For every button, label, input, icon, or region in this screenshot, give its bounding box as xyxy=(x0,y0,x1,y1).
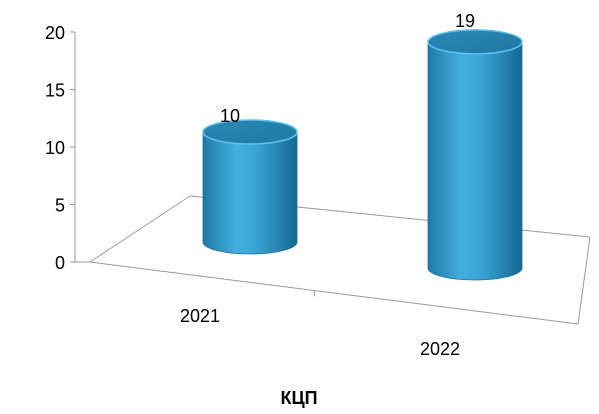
x-tick-label: 2022 xyxy=(420,339,460,359)
y-tick-label: 0 xyxy=(55,253,65,273)
x-tick-label: 2021 xyxy=(180,306,220,326)
bars: 10 19 xyxy=(202,11,523,281)
bar-body xyxy=(202,131,298,255)
bar-2022: 19 xyxy=(427,11,523,281)
data-label: 10 xyxy=(220,106,240,126)
bar-body xyxy=(427,41,523,281)
bar-2021: 10 xyxy=(202,106,298,255)
x-axis-title: КЦП xyxy=(280,388,317,408)
floor-right-edge xyxy=(577,236,591,325)
y-axis-ticks: 0 5 10 15 20 xyxy=(45,23,75,273)
y-tick-label: 15 xyxy=(45,81,65,101)
bar-top xyxy=(202,119,298,145)
y-tick-label: 10 xyxy=(45,138,65,158)
x-axis-ticks: 2021 2022 xyxy=(180,290,460,359)
floor-back-left-edge xyxy=(89,195,191,263)
y-tick-label: 5 xyxy=(55,196,65,216)
bar-top xyxy=(427,29,523,55)
data-label: 19 xyxy=(455,11,475,31)
x-axis-line xyxy=(89,261,579,325)
y-tick-label: 20 xyxy=(45,23,65,43)
